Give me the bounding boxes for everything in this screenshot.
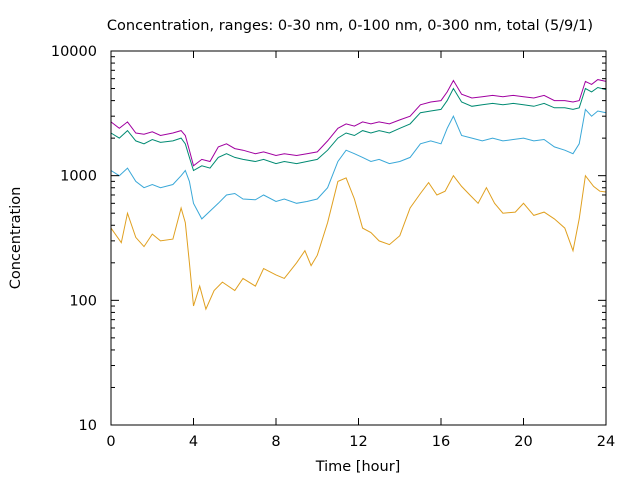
series-layer (110, 79, 607, 311)
series-line-2 (110, 108, 607, 220)
x-tick-label: 20 (514, 434, 532, 450)
series-line-1 (110, 174, 607, 311)
series-line-4 (110, 79, 607, 167)
x-tick-label: 0 (106, 434, 115, 450)
series-line-3 (110, 86, 607, 172)
x-axis-label: Time [hour] (315, 459, 401, 475)
y-tick-label: 10000 (51, 44, 97, 60)
x-tick-label: 8 (271, 434, 280, 450)
y-tick-label: 1000 (60, 169, 97, 185)
y-axis: 10 100 1000 10000 (51, 44, 606, 434)
y-axis-label: Concentration (8, 187, 24, 290)
y-tick-label: 10 (79, 418, 97, 434)
chart-title: Concentration, ranges: 0-30 nm, 0-100 nm… (107, 18, 593, 34)
x-axis: 0 4 8 12 16 20 24 (106, 51, 615, 450)
x-tick-label: 4 (189, 434, 198, 450)
y-tick-label: 100 (69, 293, 97, 309)
plot-frame (110, 50, 607, 426)
x-tick-label: 24 (597, 434, 615, 450)
x-tick-label: 12 (349, 434, 367, 450)
x-tick-label: 16 (432, 434, 450, 450)
